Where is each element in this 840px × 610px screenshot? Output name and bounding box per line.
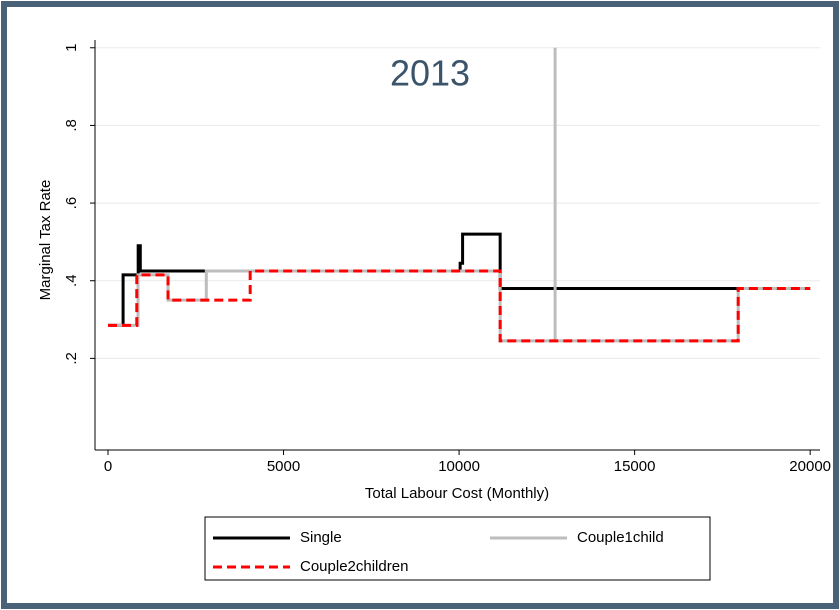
x-tick-label: 5000	[267, 458, 300, 475]
series-line	[107, 232, 811, 327]
legend-label: Single	[300, 529, 342, 546]
y-tick-label: .2	[63, 352, 80, 365]
annotation: 2013	[390, 53, 470, 94]
x-tick-label: 0	[104, 458, 112, 475]
legend-label: Couple2children	[300, 558, 408, 575]
x-tick-label: 20000	[789, 458, 831, 475]
x-axis-label: Total Labour Cost (Monthly)	[365, 485, 549, 502]
y-tick-label: .8	[63, 119, 80, 132]
legend-label: Couple1child	[577, 529, 664, 546]
y-tick-label: .6	[63, 197, 80, 210]
legend-box	[204, 516, 711, 581]
y-tick-label: .4	[63, 274, 80, 287]
x-tick-label: 10000	[438, 458, 480, 475]
series-line	[107, 269, 811, 343]
x-tick-label: 15000	[614, 458, 656, 475]
y-tick-label: 1	[63, 44, 80, 52]
y-axis-label: Marginal Tax Rate	[37, 180, 54, 301]
